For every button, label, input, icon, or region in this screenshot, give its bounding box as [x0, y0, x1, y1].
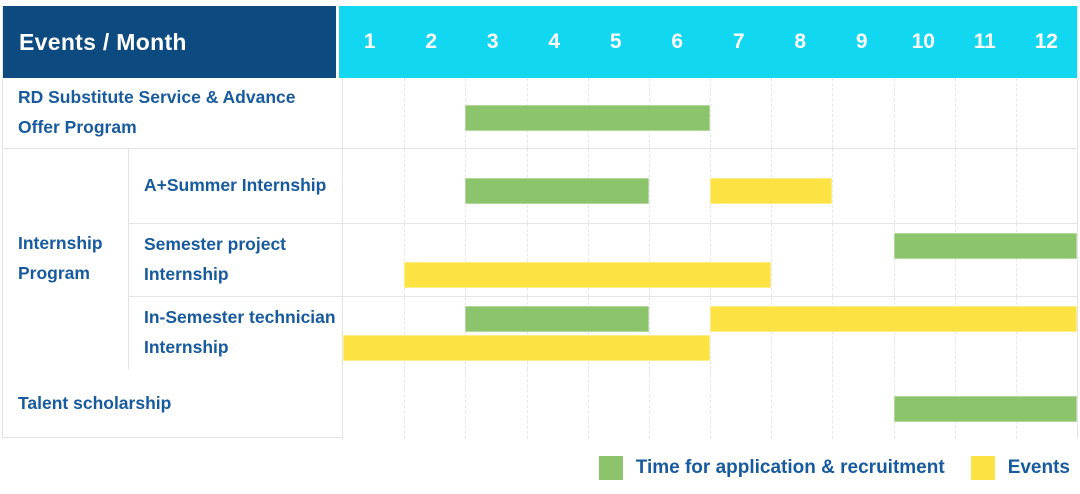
month-header-5: 5: [609, 30, 622, 53]
gantt-bar-green-m10-m12: [893, 233, 1077, 259]
table-header-row: Events / Month 1 2 3 4 5 6 7 8 9 10 11 12: [3, 6, 1077, 78]
chart-legend: Time for application & recruitment Events: [0, 448, 1070, 488]
month-header-2: 2: [425, 30, 438, 53]
legend-swatch-yellow: [970, 456, 995, 480]
month-header-12: 12: [1034, 30, 1058, 53]
legend-item-green: Time for application & recruitment: [598, 456, 945, 480]
month-gridline: [954, 78, 956, 148]
legend-label: Events: [1007, 457, 1070, 478]
month-header-6: 6: [671, 30, 684, 53]
gantt-bar-green-m3-m5: [465, 178, 649, 204]
group-label-internship-program: Internship Program: [18, 233, 103, 283]
internship-program-group: Internship Program A+Summer Internship S…: [3, 148, 1077, 369]
table-row: Talent scholarship: [3, 369, 1077, 439]
month-gridline: [771, 224, 773, 296]
legend-swatch-green: [598, 456, 623, 480]
month-gridline: [893, 78, 895, 148]
legend-item-yellow: Events: [970, 456, 1070, 480]
gantt-bar-yellow-m1-m6: [343, 335, 710, 361]
gantt-bar-yellow-m7-m8: [710, 178, 833, 204]
month-gridline: [404, 78, 406, 148]
month-gridline: [1015, 149, 1017, 223]
month-header-10: 10: [911, 30, 935, 53]
month-header-7: 7: [732, 30, 745, 53]
month-gridline: [954, 149, 956, 223]
month-gridline: [771, 78, 773, 148]
gantt-bar-green-m3-m5: [465, 306, 649, 332]
month-gridline: [832, 149, 834, 223]
gantt-bar-yellow-m7-m12: [710, 306, 1077, 332]
gantt-bar-yellow-m2-m7: [404, 262, 772, 288]
month-gridline: [771, 369, 773, 439]
row-label-a-plus-summer: A+Summer Internship: [128, 149, 342, 223]
month-gridline: [404, 149, 406, 223]
month-gridline: [465, 369, 467, 439]
gantt-row-chart: [342, 297, 1077, 369]
row-label-rd-substitute: RD Substitute Service & Advance Offer Pr…: [18, 87, 296, 137]
row-label-semester-project: Semester project Internship: [128, 224, 342, 296]
legend-label: Time for application & recruitment: [635, 457, 945, 478]
month-header-11: 11: [973, 30, 996, 53]
month-header-3: 3: [486, 30, 499, 53]
month-gridline: [587, 369, 589, 439]
table-row: A+Summer Internship: [128, 149, 1077, 223]
row-label-in-semester-technician: In-Semester technician Internship: [128, 297, 342, 369]
table-row: Semester project Internship: [128, 223, 1077, 296]
month-gridline: [710, 369, 711, 439]
month-gridline: [648, 369, 650, 439]
gantt-row-chart: [342, 78, 1077, 148]
month-gridline: [404, 369, 406, 439]
gantt-bar-green-m3-m6: [465, 105, 710, 131]
row-label-talent-scholarship: Talent scholarship: [18, 393, 172, 414]
gantt-row-chart: [342, 224, 1077, 296]
month-gridline: [710, 78, 711, 148]
events-month-header-cell: Events / Month: [3, 6, 339, 78]
table-row: In-Semester technician Internship: [128, 296, 1077, 369]
month-gridline: [648, 149, 650, 223]
table-row: RD Substitute Service & Advance Offer Pr…: [3, 78, 1077, 148]
gantt-row-chart: [342, 369, 1077, 439]
month-header-9: 9: [855, 30, 868, 53]
gantt-row-chart: [342, 149, 1077, 223]
month-gridline: [1015, 78, 1017, 148]
month-gridline: [893, 149, 895, 223]
month-header-4: 4: [548, 30, 561, 53]
month-header-8: 8: [794, 30, 807, 53]
month-header-1: 1: [363, 30, 376, 53]
month-gridline: [832, 78, 834, 148]
internship-program-rows: A+Summer Internship Semester project Int…: [128, 149, 1077, 369]
month-gridline: [832, 369, 834, 439]
month-gridline: [526, 369, 528, 439]
month-header-strip: 1 2 3 4 5 6 7 8 9 10 11 12: [339, 6, 1077, 78]
events-month-table: Events / Month 1 2 3 4 5 6 7 8 9 10 11 12 RD Substi…: [2, 6, 1078, 439]
gantt-bar-green-m10-m12: [893, 396, 1077, 422]
month-gridline: [832, 224, 834, 296]
